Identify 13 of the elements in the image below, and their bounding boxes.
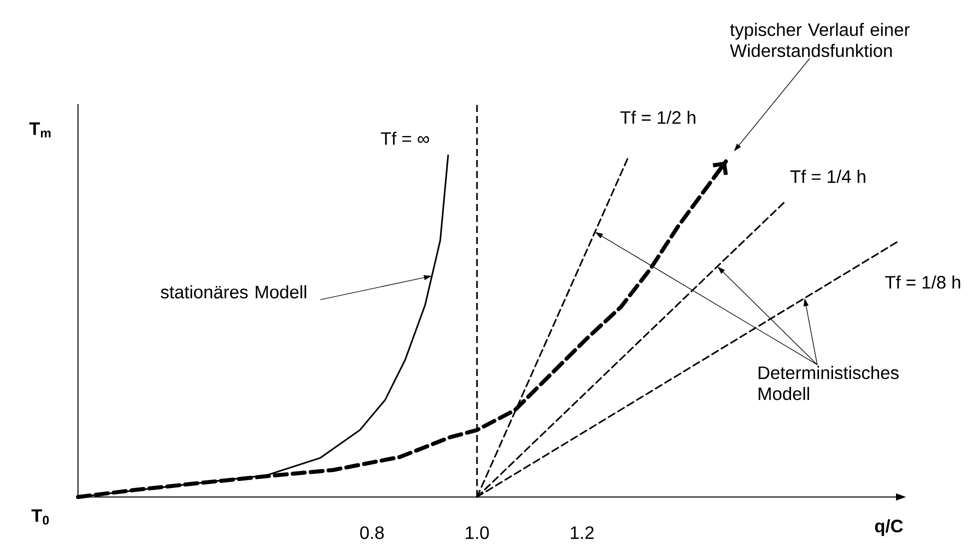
x-tick-label: 0.8 — [360, 526, 384, 540]
series-label: Tf = 1/2 h — [620, 110, 696, 124]
y-axis-title: T$_{m}$ — [29, 122, 51, 138]
annotation: stationäres Modell — [160, 285, 306, 298]
x-tick-label: 1.0 — [466, 526, 489, 540]
series-label: Tf = 1/4 h — [790, 170, 866, 183]
text: T$_{0}$ — [32, 509, 49, 525]
x-axis-title: q/C — [875, 519, 903, 536]
x-tick-label: 1.2 — [570, 526, 594, 539]
text: typischer Verlauf einer Widerstandsfunktion — [730, 22, 910, 58]
series-label: Tf = ∞ — [380, 132, 430, 145]
series-label: Tf = 1/8 h — [885, 275, 960, 289]
annotation: Deterministisches Modell — [758, 366, 899, 400]
